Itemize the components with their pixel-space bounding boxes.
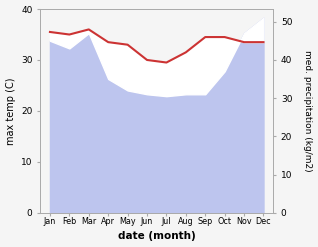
Y-axis label: med. precipitation (kg/m2): med. precipitation (kg/m2) (303, 50, 313, 172)
X-axis label: date (month): date (month) (118, 231, 196, 242)
Y-axis label: max temp (C): max temp (C) (5, 77, 16, 145)
